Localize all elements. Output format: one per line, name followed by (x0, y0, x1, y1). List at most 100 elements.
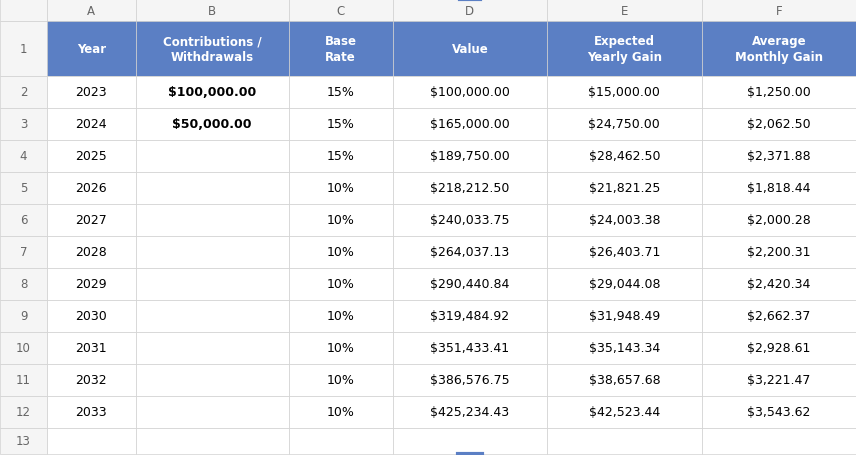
Text: B: B (208, 5, 217, 17)
Bar (47, 205, 135, 237)
Text: $165,000.00: $165,000.00 (430, 118, 509, 131)
Bar (0, 77, 47, 109)
Text: 2027: 2027 (75, 214, 107, 227)
Bar (47, 428, 135, 454)
Bar (0, 22, 47, 77)
Text: $351,433.41: $351,433.41 (431, 342, 509, 355)
Bar (0, 237, 47, 268)
Bar (702, 396, 856, 428)
Bar (393, 77, 547, 109)
Bar (135, 428, 288, 454)
Text: 2032: 2032 (75, 374, 107, 387)
Text: $42,523.44: $42,523.44 (589, 405, 660, 419)
Bar (547, 205, 702, 237)
Text: $24,750.00: $24,750.00 (588, 118, 660, 131)
Bar (393, 332, 547, 364)
Bar (288, 428, 393, 454)
Text: $319,484.92: $319,484.92 (431, 310, 509, 323)
Bar (547, 172, 702, 205)
Bar (0, 0, 47, 22)
Text: $24,003.38: $24,003.38 (589, 214, 660, 227)
Text: $2,062.50: $2,062.50 (747, 118, 811, 131)
Text: $189,750.00: $189,750.00 (430, 150, 509, 163)
Text: Base: Base (324, 35, 357, 48)
Bar (393, 396, 547, 428)
Text: Expected: Expected (594, 35, 655, 48)
Bar (47, 22, 135, 77)
Text: 10%: 10% (327, 310, 354, 323)
Bar (288, 268, 393, 300)
Bar (393, 300, 547, 332)
Text: $35,143.34: $35,143.34 (589, 342, 660, 355)
Text: $2,662.37: $2,662.37 (747, 310, 811, 323)
Text: E: E (621, 5, 628, 17)
Bar (547, 0, 702, 22)
Text: 6: 6 (20, 214, 27, 227)
Bar (702, 77, 856, 109)
Bar (0, 172, 47, 205)
Text: 2025: 2025 (75, 150, 107, 163)
Text: 2031: 2031 (75, 342, 107, 355)
Text: $386,576.75: $386,576.75 (430, 374, 509, 387)
Bar (135, 332, 288, 364)
Text: $1,250.00: $1,250.00 (747, 86, 811, 99)
Bar (393, 22, 547, 77)
Text: $425,234.43: $425,234.43 (431, 405, 509, 419)
Bar (547, 237, 702, 268)
Bar (135, 172, 288, 205)
Bar (288, 141, 393, 172)
Text: 10%: 10% (327, 214, 354, 227)
Text: Monthly Gain: Monthly Gain (734, 51, 823, 64)
Text: D: D (466, 5, 474, 17)
Bar (135, 109, 288, 141)
Bar (47, 300, 135, 332)
Bar (288, 396, 393, 428)
Text: 10: 10 (16, 342, 31, 355)
Text: 10%: 10% (327, 182, 354, 195)
Bar (547, 300, 702, 332)
Bar (547, 22, 702, 77)
Bar (702, 300, 856, 332)
Bar (288, 172, 393, 205)
Bar (702, 141, 856, 172)
Text: Withdrawals: Withdrawals (170, 51, 253, 64)
Bar (0, 428, 47, 454)
Text: 2033: 2033 (75, 405, 107, 419)
Bar (547, 268, 702, 300)
Bar (702, 0, 856, 22)
Bar (702, 364, 856, 396)
Text: $3,543.62: $3,543.62 (747, 405, 811, 419)
Text: $264,037.13: $264,037.13 (431, 246, 509, 259)
Bar (47, 109, 135, 141)
Bar (47, 364, 135, 396)
Bar (547, 332, 702, 364)
Text: F: F (776, 5, 782, 17)
Bar (0, 205, 47, 237)
Text: Year: Year (77, 43, 106, 56)
Text: $26,403.71: $26,403.71 (589, 246, 660, 259)
Bar (47, 141, 135, 172)
Text: 1: 1 (20, 43, 27, 56)
Bar (547, 109, 702, 141)
Text: 13: 13 (16, 435, 31, 448)
Bar (47, 77, 135, 109)
Text: $290,440.84: $290,440.84 (431, 278, 509, 291)
Text: 5: 5 (20, 182, 27, 195)
Bar (135, 300, 288, 332)
Bar (135, 141, 288, 172)
Bar (135, 268, 288, 300)
Text: $28,462.50: $28,462.50 (589, 150, 660, 163)
Bar (393, 0, 547, 22)
Bar (135, 237, 288, 268)
Bar (547, 141, 702, 172)
Bar (47, 268, 135, 300)
Bar (547, 396, 702, 428)
Text: $21,821.25: $21,821.25 (589, 182, 660, 195)
Text: 9: 9 (20, 310, 27, 323)
Text: 2026: 2026 (75, 182, 107, 195)
Text: 15%: 15% (327, 118, 354, 131)
Bar (47, 396, 135, 428)
Text: 2024: 2024 (75, 118, 107, 131)
Text: 10%: 10% (327, 342, 354, 355)
Text: $31,948.49: $31,948.49 (589, 310, 660, 323)
